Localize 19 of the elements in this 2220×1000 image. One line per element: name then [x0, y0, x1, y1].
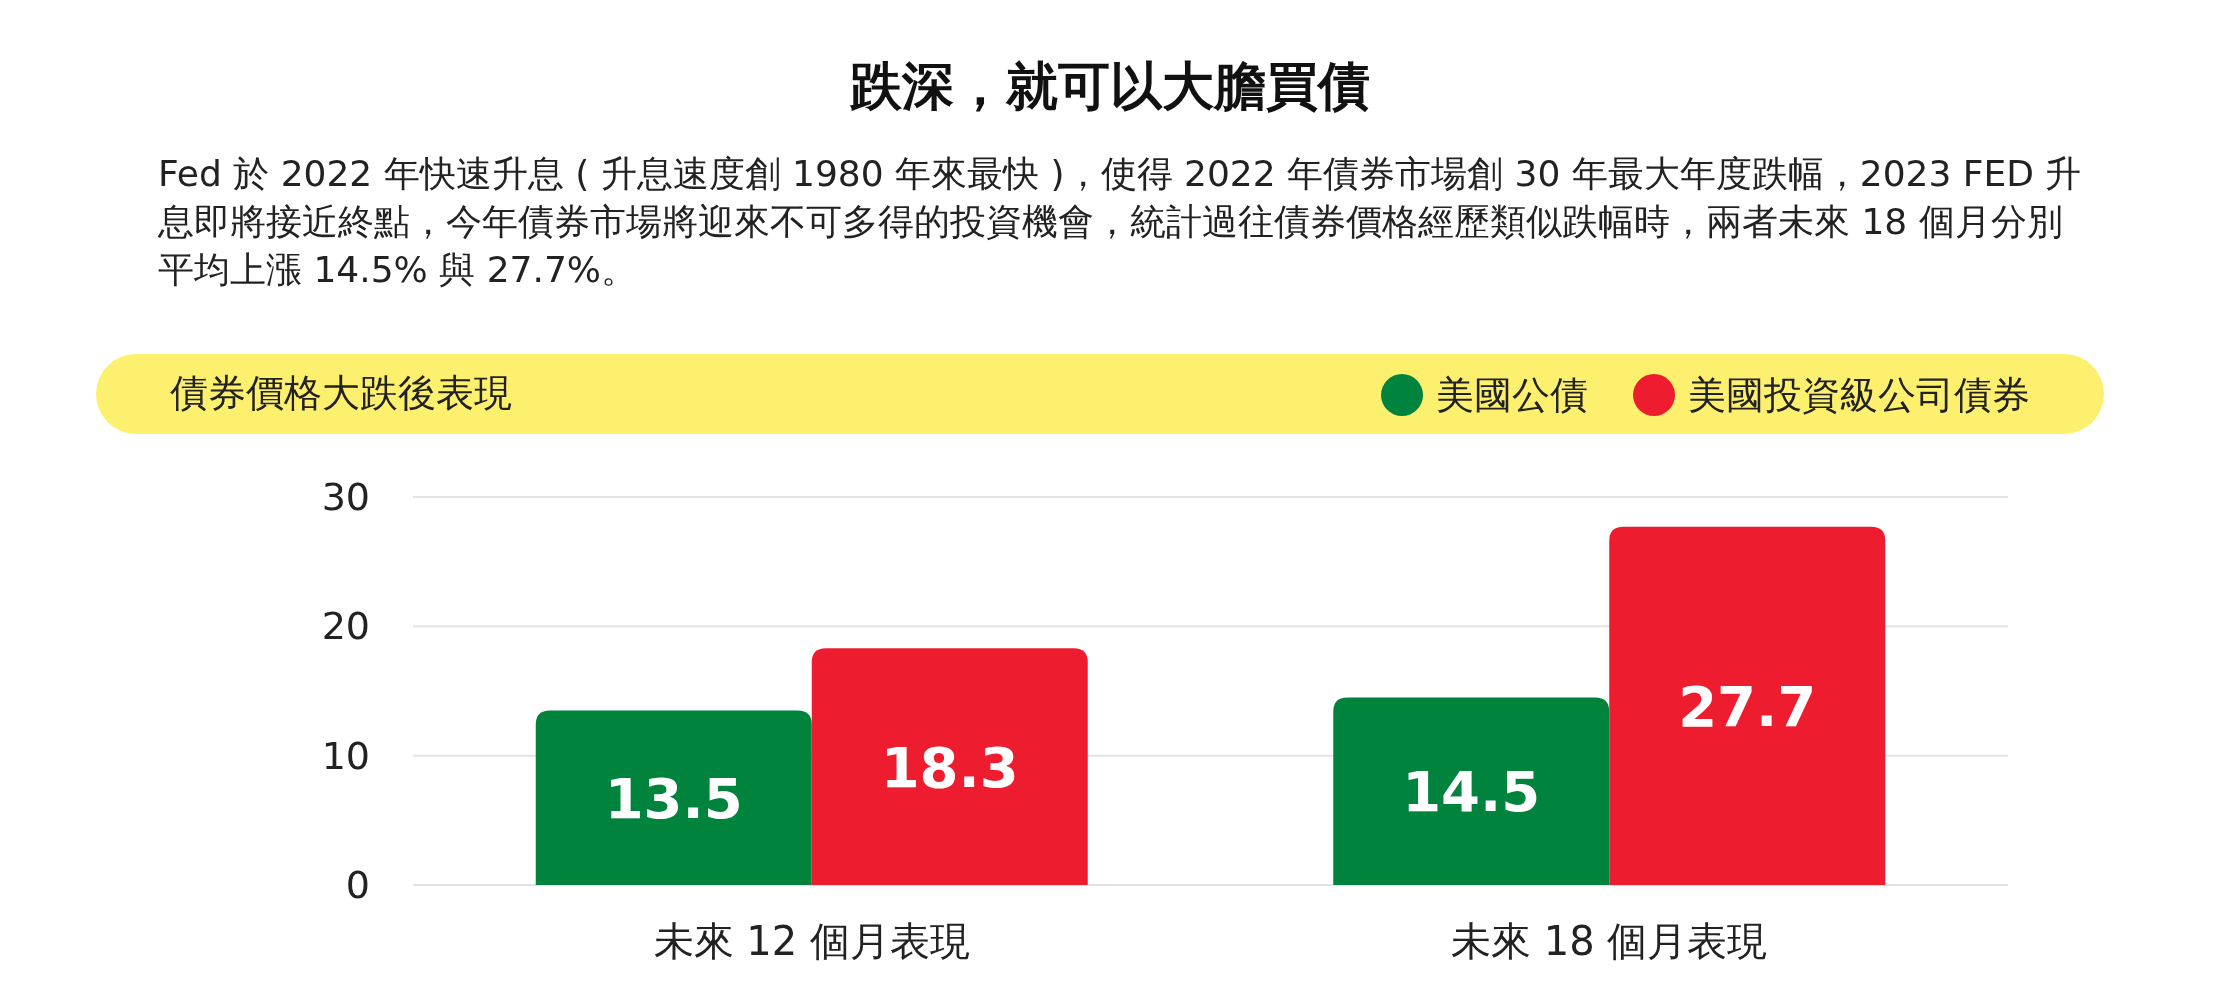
y-tick-label: 10 [321, 733, 370, 778]
legend-label: 美國公債 [1436, 373, 1588, 417]
data-label: 13.5 [604, 765, 743, 831]
bar [1333, 697, 1610, 885]
data-label: 18.3 [880, 734, 1019, 800]
y-tick-label: 0 [345, 863, 370, 907]
y-tick-label: 30 [321, 475, 370, 519]
data-label: 14.5 [1402, 759, 1541, 825]
legend-title: 債券價格大跌後表現 [170, 371, 512, 415]
chart-title: 跌深，就可以大膽買債 [849, 55, 1371, 118]
bar [535, 710, 812, 885]
x-tick-label: 未來 12 個月表現 [653, 918, 970, 964]
legend-label: 美國投資級公司債券 [1688, 373, 2030, 417]
y-tick-label: 20 [321, 604, 370, 649]
data-label: 27.7 [1678, 673, 1817, 739]
bar [811, 648, 1088, 885]
bar [1609, 526, 1886, 885]
chart-subtitle: Fed 於 2022 年快速升息 ( 升息速度創 1980 年來最快 )，使得 2022 年債券市場創 30 年最大年度跌幅，2023 FED 升息即將接近終點，今年債券市場將迎來不可多得的投資機會，統計過往債券價格經歷類似跌幅時，兩者未來 18 個月分別平均上漲 14.5% 與 27.7%。 [158, 152, 2083, 292]
x-tick-label: 未來 18 個月表現 [1451, 918, 1768, 964]
